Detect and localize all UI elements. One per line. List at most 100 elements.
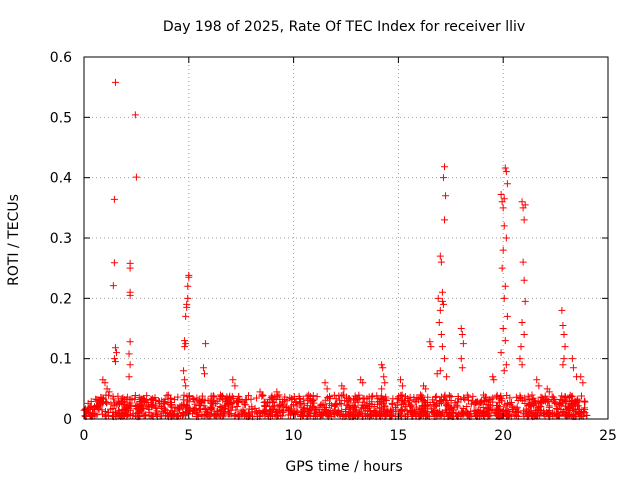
data-point: [234, 410, 242, 418]
data-point: [229, 376, 237, 384]
data-point: [131, 111, 139, 119]
data-point: [151, 394, 159, 402]
data-point: [545, 402, 553, 410]
data-point: [327, 409, 335, 417]
data-point: [294, 409, 302, 417]
data-point: [521, 201, 529, 209]
data-point: [501, 282, 509, 290]
data-point: [454, 403, 462, 411]
axis-ticks: 0 5 10 15 20 25 0 0.1 0.2 0.3 0.4 0.5 0.6: [50, 50, 617, 444]
data-point: [288, 395, 296, 403]
data-point: [580, 397, 588, 405]
data-point: [267, 394, 275, 402]
data-point: [167, 412, 175, 420]
data-point: [489, 405, 497, 413]
data-point: [175, 404, 183, 412]
data-point: [548, 393, 556, 401]
data-point: [126, 361, 134, 369]
data-point: [381, 395, 389, 403]
data-point: [135, 393, 143, 401]
data-point: [208, 407, 215, 415]
data-point: [441, 163, 449, 171]
data-point: [184, 282, 192, 290]
data-point: [258, 391, 266, 399]
data-point: [497, 349, 505, 357]
data-point: [422, 385, 430, 393]
data-point: [98, 399, 106, 407]
data-point: [514, 397, 522, 405]
data-point: [534, 398, 542, 406]
data-point: [568, 355, 576, 363]
data-point: [131, 396, 139, 404]
data-point: [545, 397, 553, 405]
data-point: [336, 399, 344, 407]
data-point: [368, 393, 376, 401]
data-point: [160, 404, 168, 412]
data-point: [499, 204, 507, 212]
data-point: [225, 400, 233, 408]
data-point: [170, 412, 178, 420]
data-point: [275, 391, 283, 399]
data-point: [561, 343, 569, 351]
data-point: [179, 396, 187, 404]
data-point: [181, 343, 189, 351]
data-point: [105, 391, 113, 399]
data-point: [305, 391, 313, 399]
data-point: [497, 191, 505, 199]
data-point: [469, 392, 477, 400]
data-point: [270, 399, 278, 407]
data-point: [207, 395, 215, 403]
data-point: [365, 404, 373, 412]
data-point: [533, 411, 541, 419]
data-point: [445, 391, 453, 399]
data-point: [421, 399, 429, 407]
x-tick-label: 25: [599, 428, 617, 444]
data-point: [493, 402, 501, 410]
data-point: [181, 376, 189, 384]
data-point: [332, 395, 340, 403]
data-point: [427, 343, 435, 351]
data-point: [183, 392, 191, 400]
data-point: [240, 399, 248, 407]
data-point: [373, 400, 381, 408]
data-point: [519, 258, 527, 266]
data-point: [388, 410, 396, 418]
data-point: [518, 318, 526, 326]
data-point: [110, 259, 118, 267]
data-point: [264, 410, 272, 418]
data-point: [202, 340, 210, 348]
data-point: [226, 410, 234, 418]
data-point: [147, 396, 155, 404]
data-point: [203, 410, 211, 418]
data-point: [512, 409, 520, 417]
data-point: [322, 396, 330, 404]
data-point: [520, 331, 528, 339]
data-point: [518, 361, 526, 369]
data-point: [93, 402, 101, 410]
data-point: [560, 355, 568, 363]
data-point: [430, 407, 438, 415]
data-point: [342, 405, 350, 413]
data-point: [438, 343, 446, 351]
data-point: [439, 174, 447, 182]
data-point: [235, 411, 243, 419]
data-point: [340, 385, 348, 393]
data-point: [511, 405, 519, 413]
data-point: [502, 234, 510, 242]
data-point: [212, 399, 220, 407]
data-point: [355, 391, 363, 399]
x-tick-label: 5: [184, 428, 193, 444]
data-point: [518, 198, 526, 206]
data-point: [104, 408, 112, 416]
data-point: [575, 405, 583, 413]
data-point: [426, 338, 434, 346]
data-point: [335, 410, 343, 418]
data-point: [537, 393, 545, 401]
data-point: [351, 411, 359, 419]
data-point: [495, 398, 503, 406]
data-point: [517, 343, 525, 351]
data-point: [271, 409, 279, 417]
data-point: [407, 402, 415, 410]
data-point: [554, 411, 562, 419]
data-point: [231, 382, 239, 390]
